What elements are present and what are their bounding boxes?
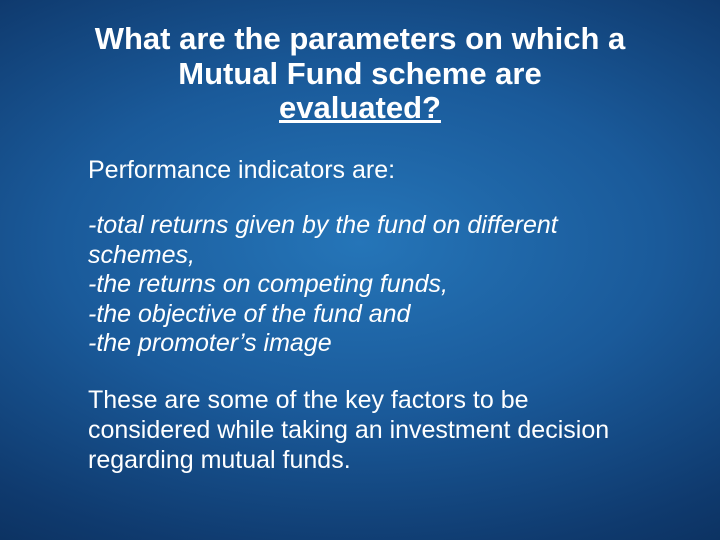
closing-text: These are some of the key factors to be … [88,385,650,475]
title-line-2: Mutual Fund scheme are [50,57,670,92]
list-item: -total returns given by the fund on diff… [88,211,650,270]
list-item: -the returns on competing funds, [88,270,650,300]
list-item: -the objective of the fund and [88,300,650,330]
slide: What are the parameters on which a Mutua… [0,0,720,540]
intro-text: Performance indicators are: [88,156,650,185]
slide-title: What are the parameters on which a Mutua… [0,0,720,126]
indicator-list: -total returns given by the fund on diff… [88,211,650,359]
list-item: -the promoter’s image [88,329,650,359]
title-line-3: evaluated? [50,91,670,126]
slide-body: Performance indicators are: -total retur… [0,156,720,475]
title-line-1: What are the parameters on which a [50,22,670,57]
